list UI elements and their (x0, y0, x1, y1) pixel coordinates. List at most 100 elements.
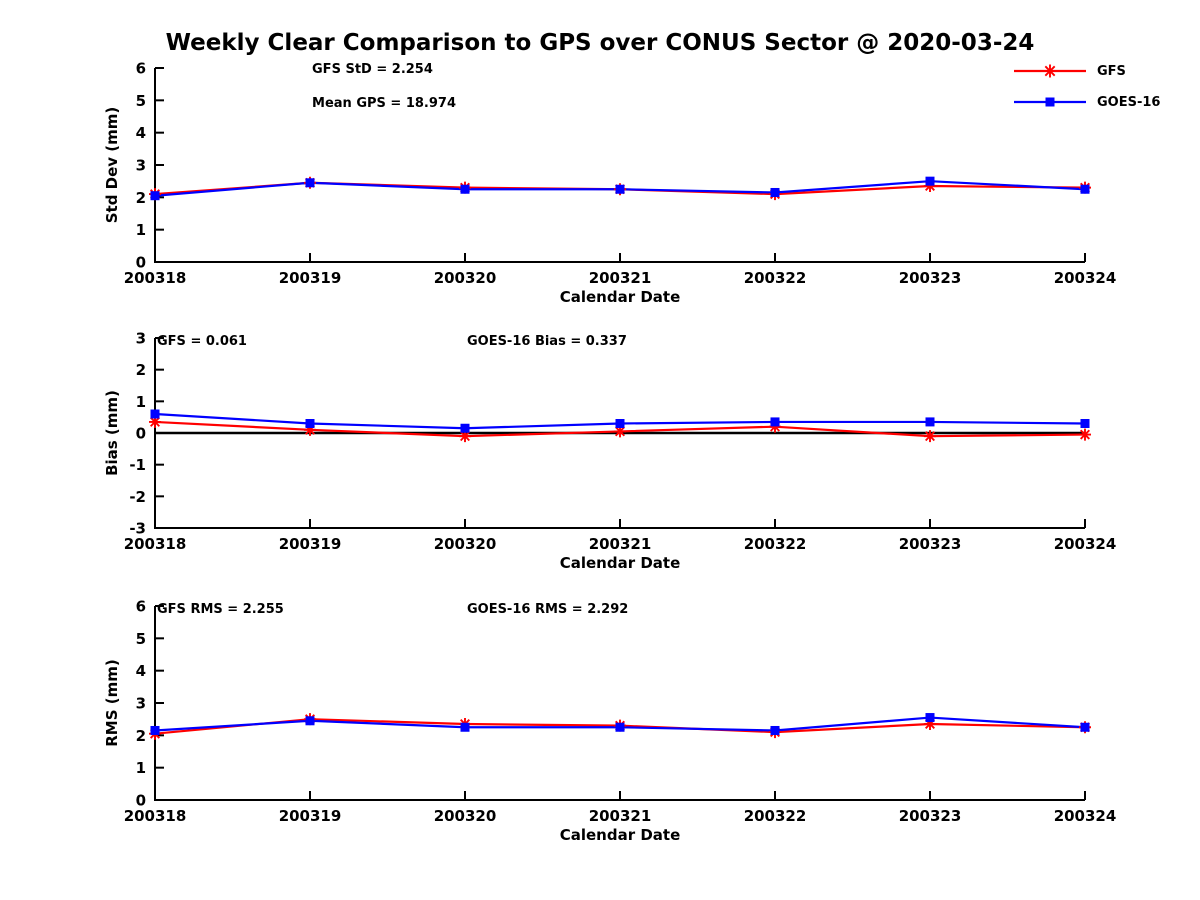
x-tick-label: 200320 (434, 807, 497, 825)
square-marker (770, 417, 780, 427)
square-marker (1045, 97, 1055, 107)
x-tick-label: 200322 (744, 535, 807, 553)
legend-label-goes16: GOES-16 (1097, 94, 1161, 110)
y-tick-label: 2 (136, 189, 146, 207)
chart-title: Weekly Clear Comparison to GPS over CONU… (165, 30, 1035, 56)
square-marker (615, 419, 625, 428)
stat-annotation: GFS = 0.061 (157, 334, 247, 349)
x-tick-label: 200323 (899, 535, 962, 553)
square-marker (1080, 419, 1090, 428)
asterisk-marker (769, 420, 781, 433)
x-tick-label: 200320 (434, 269, 497, 287)
y-tick-label: 0 (136, 254, 146, 272)
y-tick-label: 3 (136, 695, 146, 713)
legend-label-gfs: GFS (1097, 63, 1126, 79)
x-tick-label: 200322 (744, 807, 807, 825)
gfs-line-asterisk-icon (1014, 64, 1086, 78)
asterisk-marker (614, 425, 626, 438)
x-tick-label: 200323 (899, 269, 962, 287)
y-tick-label: 2 (136, 361, 146, 379)
y-axis-title: RMS (mm) (103, 659, 121, 746)
square-marker (460, 184, 470, 194)
y-tick-label: 0 (136, 792, 146, 810)
axes (154, 68, 1085, 263)
x-tick-label: 200323 (899, 807, 962, 825)
y-tick-label: 4 (136, 662, 146, 680)
stat-annotation: GOES-16 RMS = 2.292 (467, 602, 628, 617)
x-axis-title: Calendar Date (560, 288, 681, 306)
square-marker (1080, 184, 1090, 194)
square-marker (305, 178, 315, 188)
legend-entry-gfs: GFS (1012, 63, 1160, 79)
square-marker (770, 725, 780, 735)
y-tick-label: 6 (136, 598, 146, 616)
asterisk-marker (1043, 64, 1057, 78)
y-tick-label: -1 (129, 456, 146, 474)
y-tick-label: 1 (136, 759, 146, 777)
stat-annotation: GFS StD = 2.254 (312, 62, 433, 77)
y-tick-label: 0 (136, 425, 146, 443)
x-axis-title: Calendar Date (560, 826, 681, 844)
asterisk-marker (304, 423, 316, 436)
x-tick-label: 200322 (744, 269, 807, 287)
x-tick-label: 200318 (124, 535, 187, 553)
square-marker (460, 423, 470, 433)
y-tick-label: 5 (136, 92, 146, 110)
legend-entry-goes16: GOES-16 (1012, 94, 1160, 110)
y-tick-label: 5 (136, 630, 146, 648)
y-tick-label: 3 (136, 157, 146, 175)
asterisk-marker (1079, 428, 1091, 441)
asterisk-marker (149, 415, 161, 428)
y-axis-title: Std Dev (mm) (103, 107, 121, 224)
square-marker (615, 184, 625, 194)
x-tick-label: 200324 (1054, 269, 1117, 287)
square-marker (305, 419, 315, 428)
asterisk-marker (924, 430, 936, 443)
y-tick-label: -2 (129, 488, 146, 506)
asterisk-marker (924, 718, 936, 731)
y-tick-label: -3 (129, 520, 146, 538)
x-tick-label: 200321 (589, 807, 652, 825)
x-tick-label: 200324 (1054, 807, 1117, 825)
y-axis-title: Bias (mm) (103, 390, 121, 476)
x-tick-label: 200318 (124, 269, 187, 287)
square-marker (925, 176, 935, 186)
square-marker (150, 191, 160, 201)
legend: GFS GOES-16 (1012, 63, 1160, 110)
y-tick-label: 6 (136, 60, 146, 78)
square-marker (925, 417, 935, 427)
stat-annotation: GOES-16 Bias = 0.337 (467, 334, 627, 349)
square-marker (925, 713, 935, 723)
y-tick-label: 3 (136, 330, 146, 348)
y-tick-label: 1 (136, 393, 146, 411)
stat-annotation: Mean GPS = 18.974 (312, 96, 456, 111)
axes (154, 606, 1085, 801)
x-tick-label: 200319 (279, 535, 342, 553)
y-tick-label: 1 (136, 221, 146, 239)
square-marker (150, 409, 160, 419)
goes16-line-square-icon (1014, 97, 1086, 107)
asterisk-marker (459, 430, 471, 443)
std-dev-chart: 0 1 2 3 4 5 6 200318 200319 200320 200321 200322 200… (103, 60, 1116, 307)
x-tick-label: 200321 (589, 269, 652, 287)
square-marker (615, 722, 625, 732)
x-tick-label: 200319 (279, 807, 342, 825)
stat-annotation: GFS RMS = 2.255 (157, 602, 284, 617)
x-tick-label: 200324 (1054, 535, 1117, 553)
x-tick-label: 200319 (279, 269, 342, 287)
square-marker (460, 722, 470, 732)
rms-chart: 0 1 2 3 4 5 6 200318 200319 200320 200321 200322 200… (103, 598, 1116, 845)
asterisk-marker (924, 180, 936, 193)
square-marker (150, 725, 160, 735)
x-axis-title: Calendar Date (560, 554, 681, 572)
x-tick-label: 200320 (434, 535, 497, 553)
square-marker (770, 187, 780, 197)
x-tick-label: 200321 (589, 535, 652, 553)
y-tick-label: 4 (136, 124, 146, 142)
square-marker (1080, 722, 1090, 732)
square-marker (305, 716, 315, 726)
x-tick-label: 200318 (124, 807, 187, 825)
